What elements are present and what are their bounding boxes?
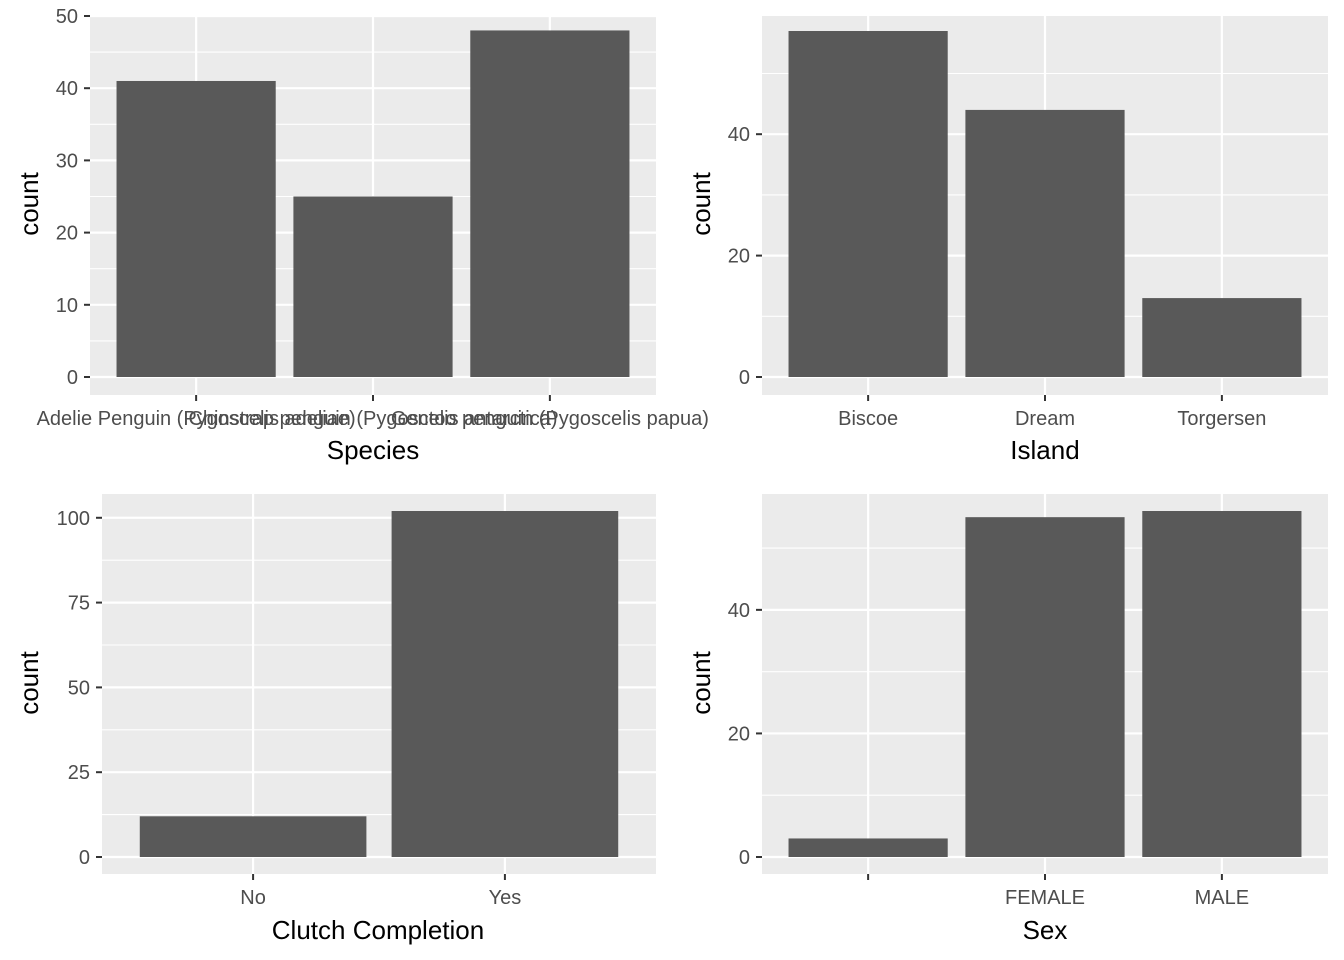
x-axis-title: Sex [1023,915,1068,945]
y-tick-label: 50 [56,6,78,28]
y-tick-label: 0 [739,847,750,869]
bar-na [788,838,948,857]
x-axis-title: Species [327,435,420,465]
bar-dream [965,109,1125,377]
y-tick-label: 20 [56,223,78,245]
y-tick-label: 20 [728,246,750,268]
x-tick-label: FEMALE [1005,887,1085,909]
x-tick-label: Biscoe [838,408,898,430]
x-tick-label: Torgersen [1177,408,1266,430]
x-axis-title: Clutch Completion [272,915,484,945]
y-axis-title: count [686,171,716,235]
bar-female [965,517,1125,857]
y-tick-label: 30 [56,150,78,172]
bar-gentoo [470,30,630,377]
x-axis-title: Island [1010,435,1079,465]
y-tick-label: 75 [68,593,90,615]
chart-panel-1: 0 10 20 30 40 50 Adelie Penguin (Pygoscelis ad… [14,6,709,465]
bar-no [139,816,367,857]
y-tick-label: 0 [67,367,78,389]
y-axis-title: count [14,171,44,235]
y-tick-label: 0 [739,367,750,389]
x-tick-label: Yes [489,887,522,909]
y-axis-title: count [14,650,44,714]
y-tick-label: 25 [68,762,90,784]
bar-chinstrap [293,196,453,377]
y-tick-label: 50 [68,677,90,699]
x-tick-label: No [240,887,266,909]
y-tick-label: 40 [728,124,750,146]
bar-biscoe [788,31,948,377]
y-tick-label: 10 [56,295,78,317]
y-tick-label: 40 [728,600,750,622]
x-tick-label: Chinstrap penguin (Pygoscelis antarctica… [188,408,557,430]
y-tick-label: 40 [56,78,78,100]
y-tick-label: 20 [728,723,750,745]
x-tick-label: MALE [1195,887,1249,909]
x-tick-label: Dream [1015,408,1075,430]
y-tick-label: 0 [79,847,90,869]
y-tick-label: 100 [57,508,90,530]
y-axis-title: count [686,650,716,714]
chart-panel-4: 0 20 40 FEMALE MALE Sex count [686,494,1328,945]
x-tick-label: Adelie Penguin (Pygoscelis adeliae) [37,408,356,430]
bar-adelie [116,80,276,377]
chart-panel-2: 0 20 40 Biscoe Dream Torgersen Island count [686,16,1328,465]
bar-torgersen [1142,298,1302,377]
x-tick-label: Gentoo penguin (Pygoscelis papua) [391,408,709,430]
bar-male [1142,511,1302,857]
bar-yes [391,511,619,857]
